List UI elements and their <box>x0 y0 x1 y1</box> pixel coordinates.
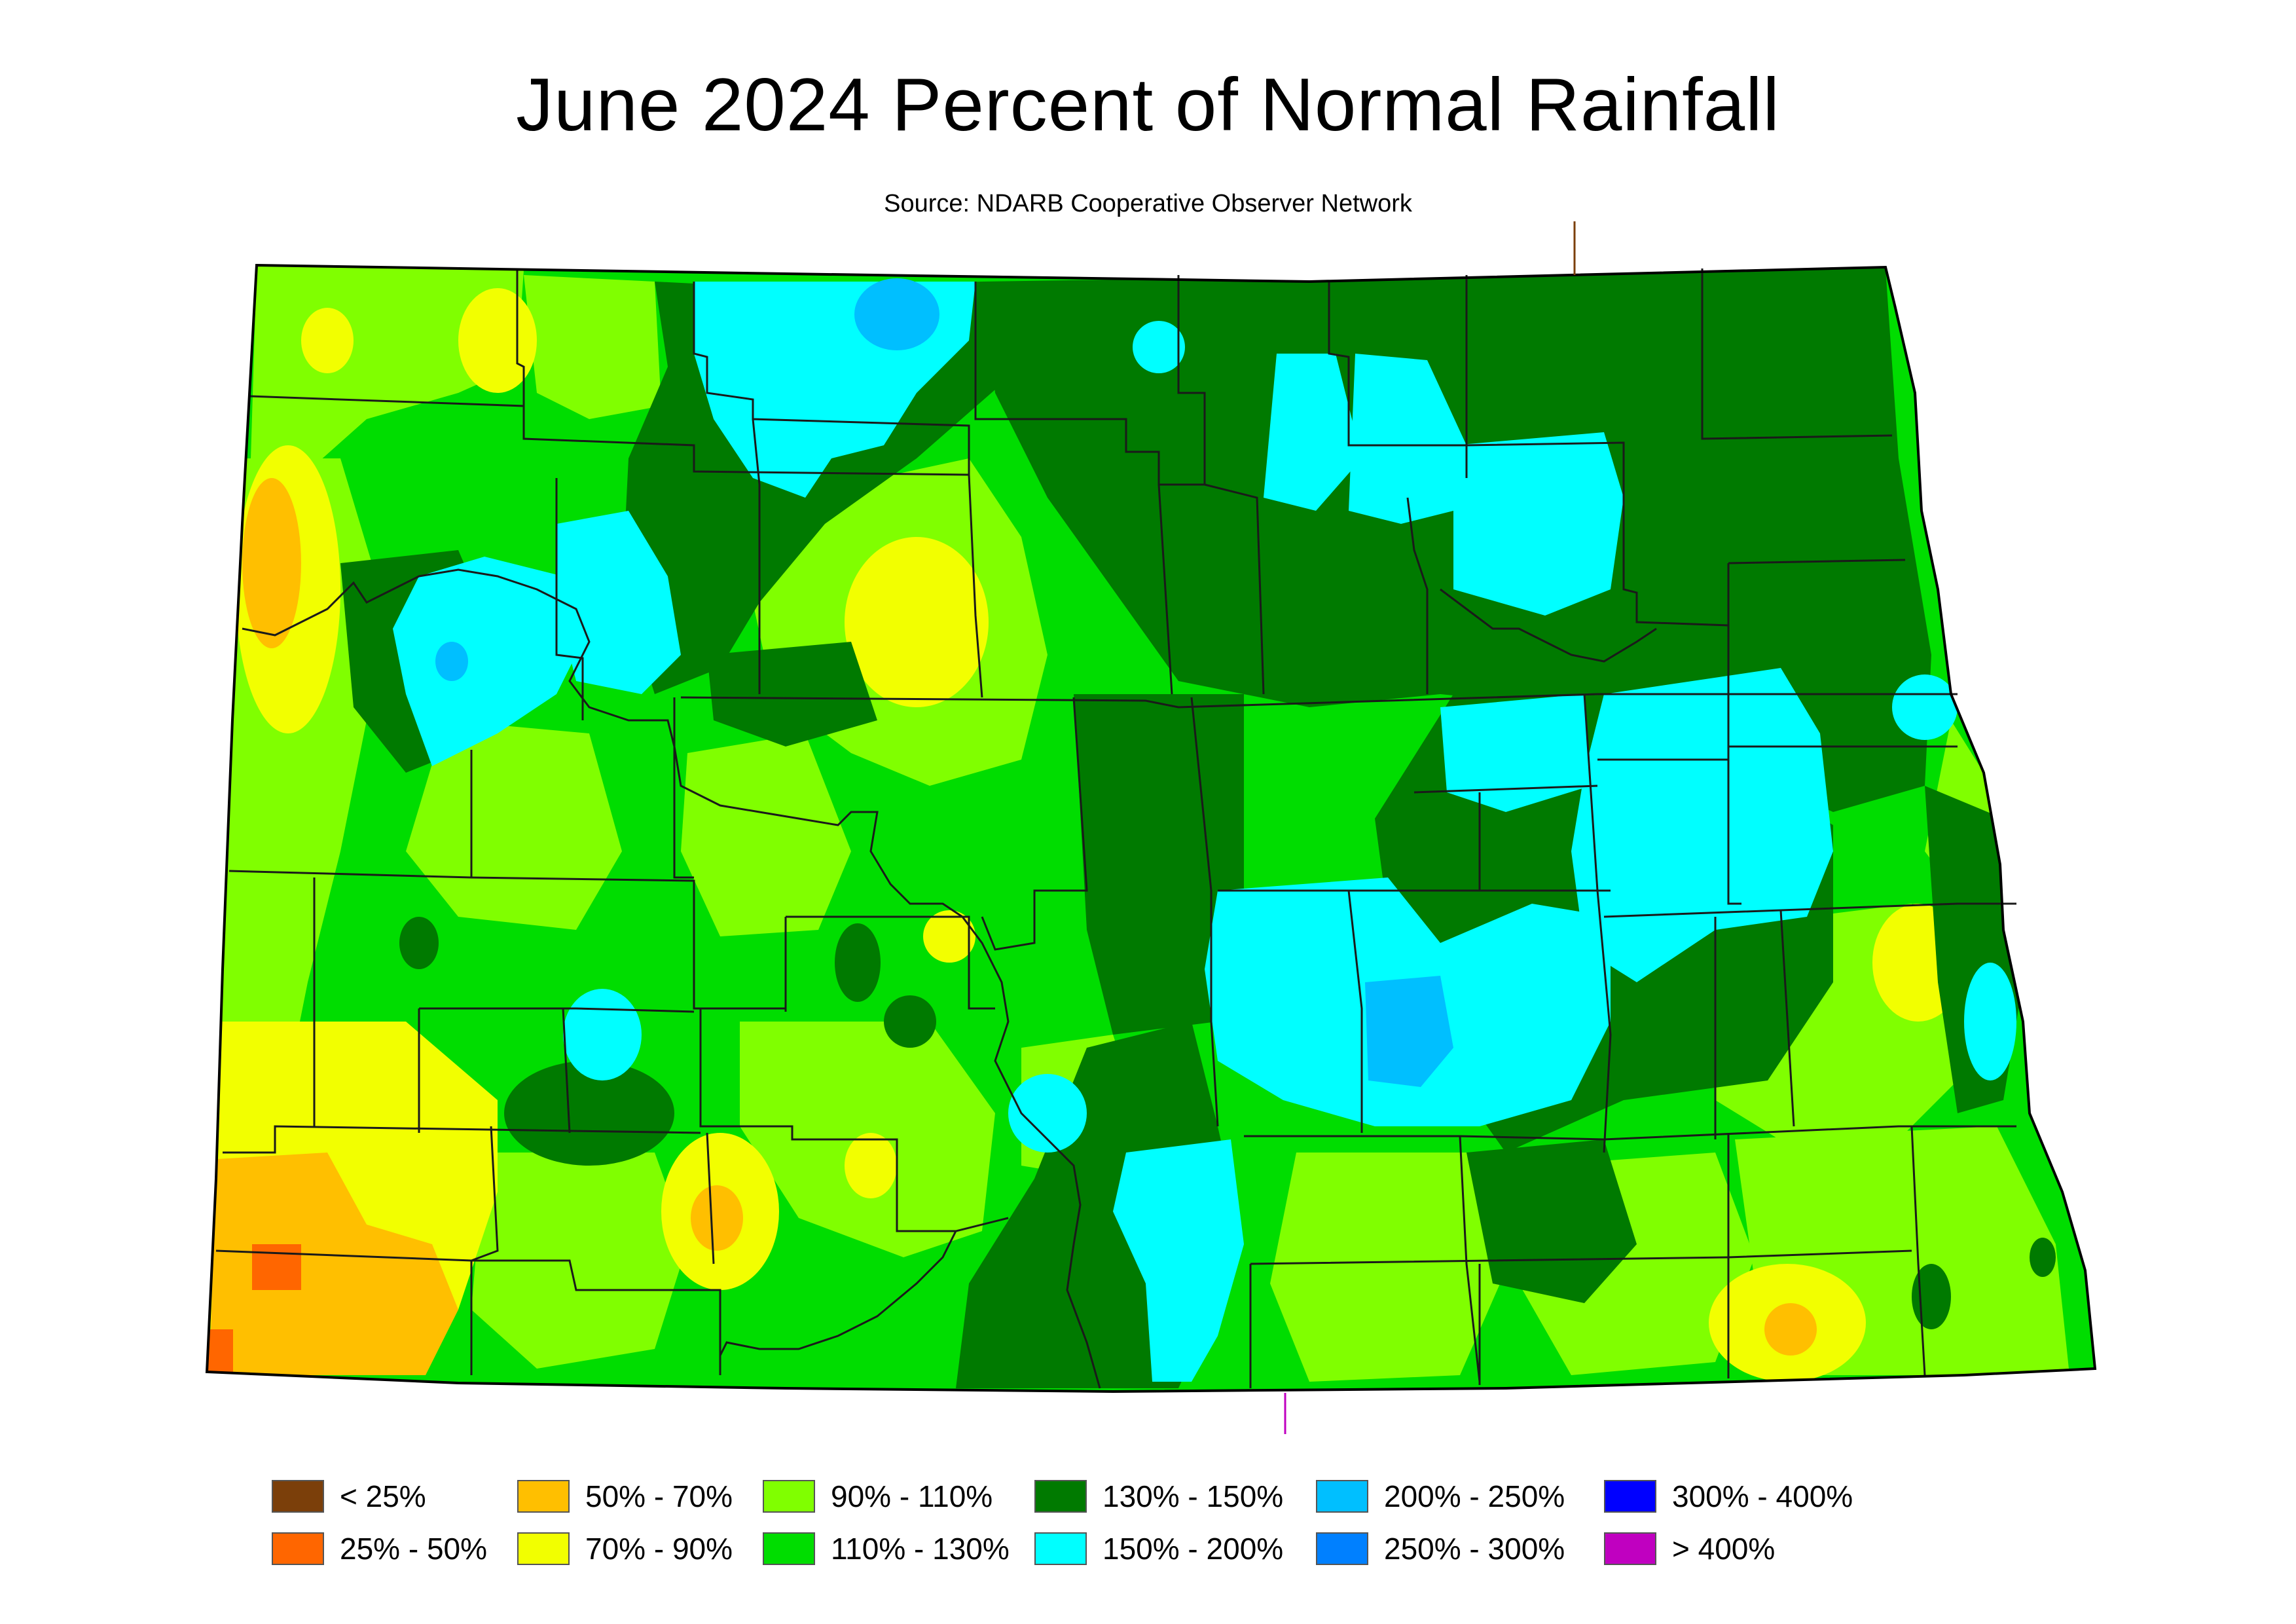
legend-swatch <box>763 1532 815 1565</box>
legend-swatch <box>1034 1532 1087 1565</box>
map-title: June 2024 Percent of Normal Rainfall <box>516 64 1780 147</box>
legend-item: 300% - 400% <box>1604 1477 1853 1516</box>
legend-swatch <box>763 1480 815 1513</box>
legend-label: < 25% <box>340 1479 426 1513</box>
legend-item: 50% - 70% <box>517 1477 733 1516</box>
legend-item: 25% - 50% <box>272 1529 487 1568</box>
legend-swatch <box>272 1532 324 1565</box>
legend-swatch <box>1604 1480 1656 1513</box>
rainfall-region-200-250 <box>435 278 1453 1087</box>
legend-item: 250% - 300% <box>1316 1529 1565 1568</box>
legend-swatch <box>517 1480 570 1513</box>
legend-item: 200% - 250% <box>1316 1477 1565 1516</box>
legend-label: 110% - 130% <box>831 1532 1010 1566</box>
legend-label: 300% - 400% <box>1672 1479 1853 1513</box>
legend-swatch <box>517 1532 570 1565</box>
legend-item: 110% - 130% <box>763 1529 1010 1568</box>
rainfall-region-50-70 <box>210 478 1817 1375</box>
legend-label: 200% - 250% <box>1384 1479 1565 1513</box>
legend-label: 130% - 150% <box>1102 1479 1284 1513</box>
state-outline <box>205 263 2097 1393</box>
legend-swatch <box>1316 1480 1368 1513</box>
legend-label: > 400% <box>1672 1532 1776 1566</box>
legend-item: 130% - 150% <box>1034 1477 1283 1516</box>
legend-label: 25% - 50% <box>340 1532 488 1566</box>
rainfall-field <box>207 265 2095 1392</box>
legend-item: > 400% <box>1604 1529 1775 1568</box>
rainfall-region-25-50 <box>207 1244 301 1378</box>
legend-label: 250% - 300% <box>1384 1532 1565 1566</box>
legend-label: 90% - 110% <box>831 1479 993 1513</box>
map-subtitle: Source: NDARB Cooperative Observer Netwo… <box>884 190 1412 217</box>
legend-item: 150% - 200% <box>1034 1529 1283 1568</box>
river-lines <box>242 568 1657 1389</box>
legend-item: < 25% <box>272 1477 426 1516</box>
legend-label: 70% - 90% <box>585 1532 733 1566</box>
legend-swatch <box>1604 1532 1656 1565</box>
legend-swatch <box>1316 1532 1368 1565</box>
legend-item: 90% - 110% <box>763 1477 993 1516</box>
legend-swatch <box>1034 1480 1087 1513</box>
county-boundaries <box>215 268 2016 1388</box>
legend-label: 50% - 70% <box>585 1479 733 1513</box>
legend-item: 70% - 90% <box>517 1529 733 1568</box>
legend-swatch <box>272 1480 324 1513</box>
legend-label: 150% - 200% <box>1102 1532 1284 1566</box>
